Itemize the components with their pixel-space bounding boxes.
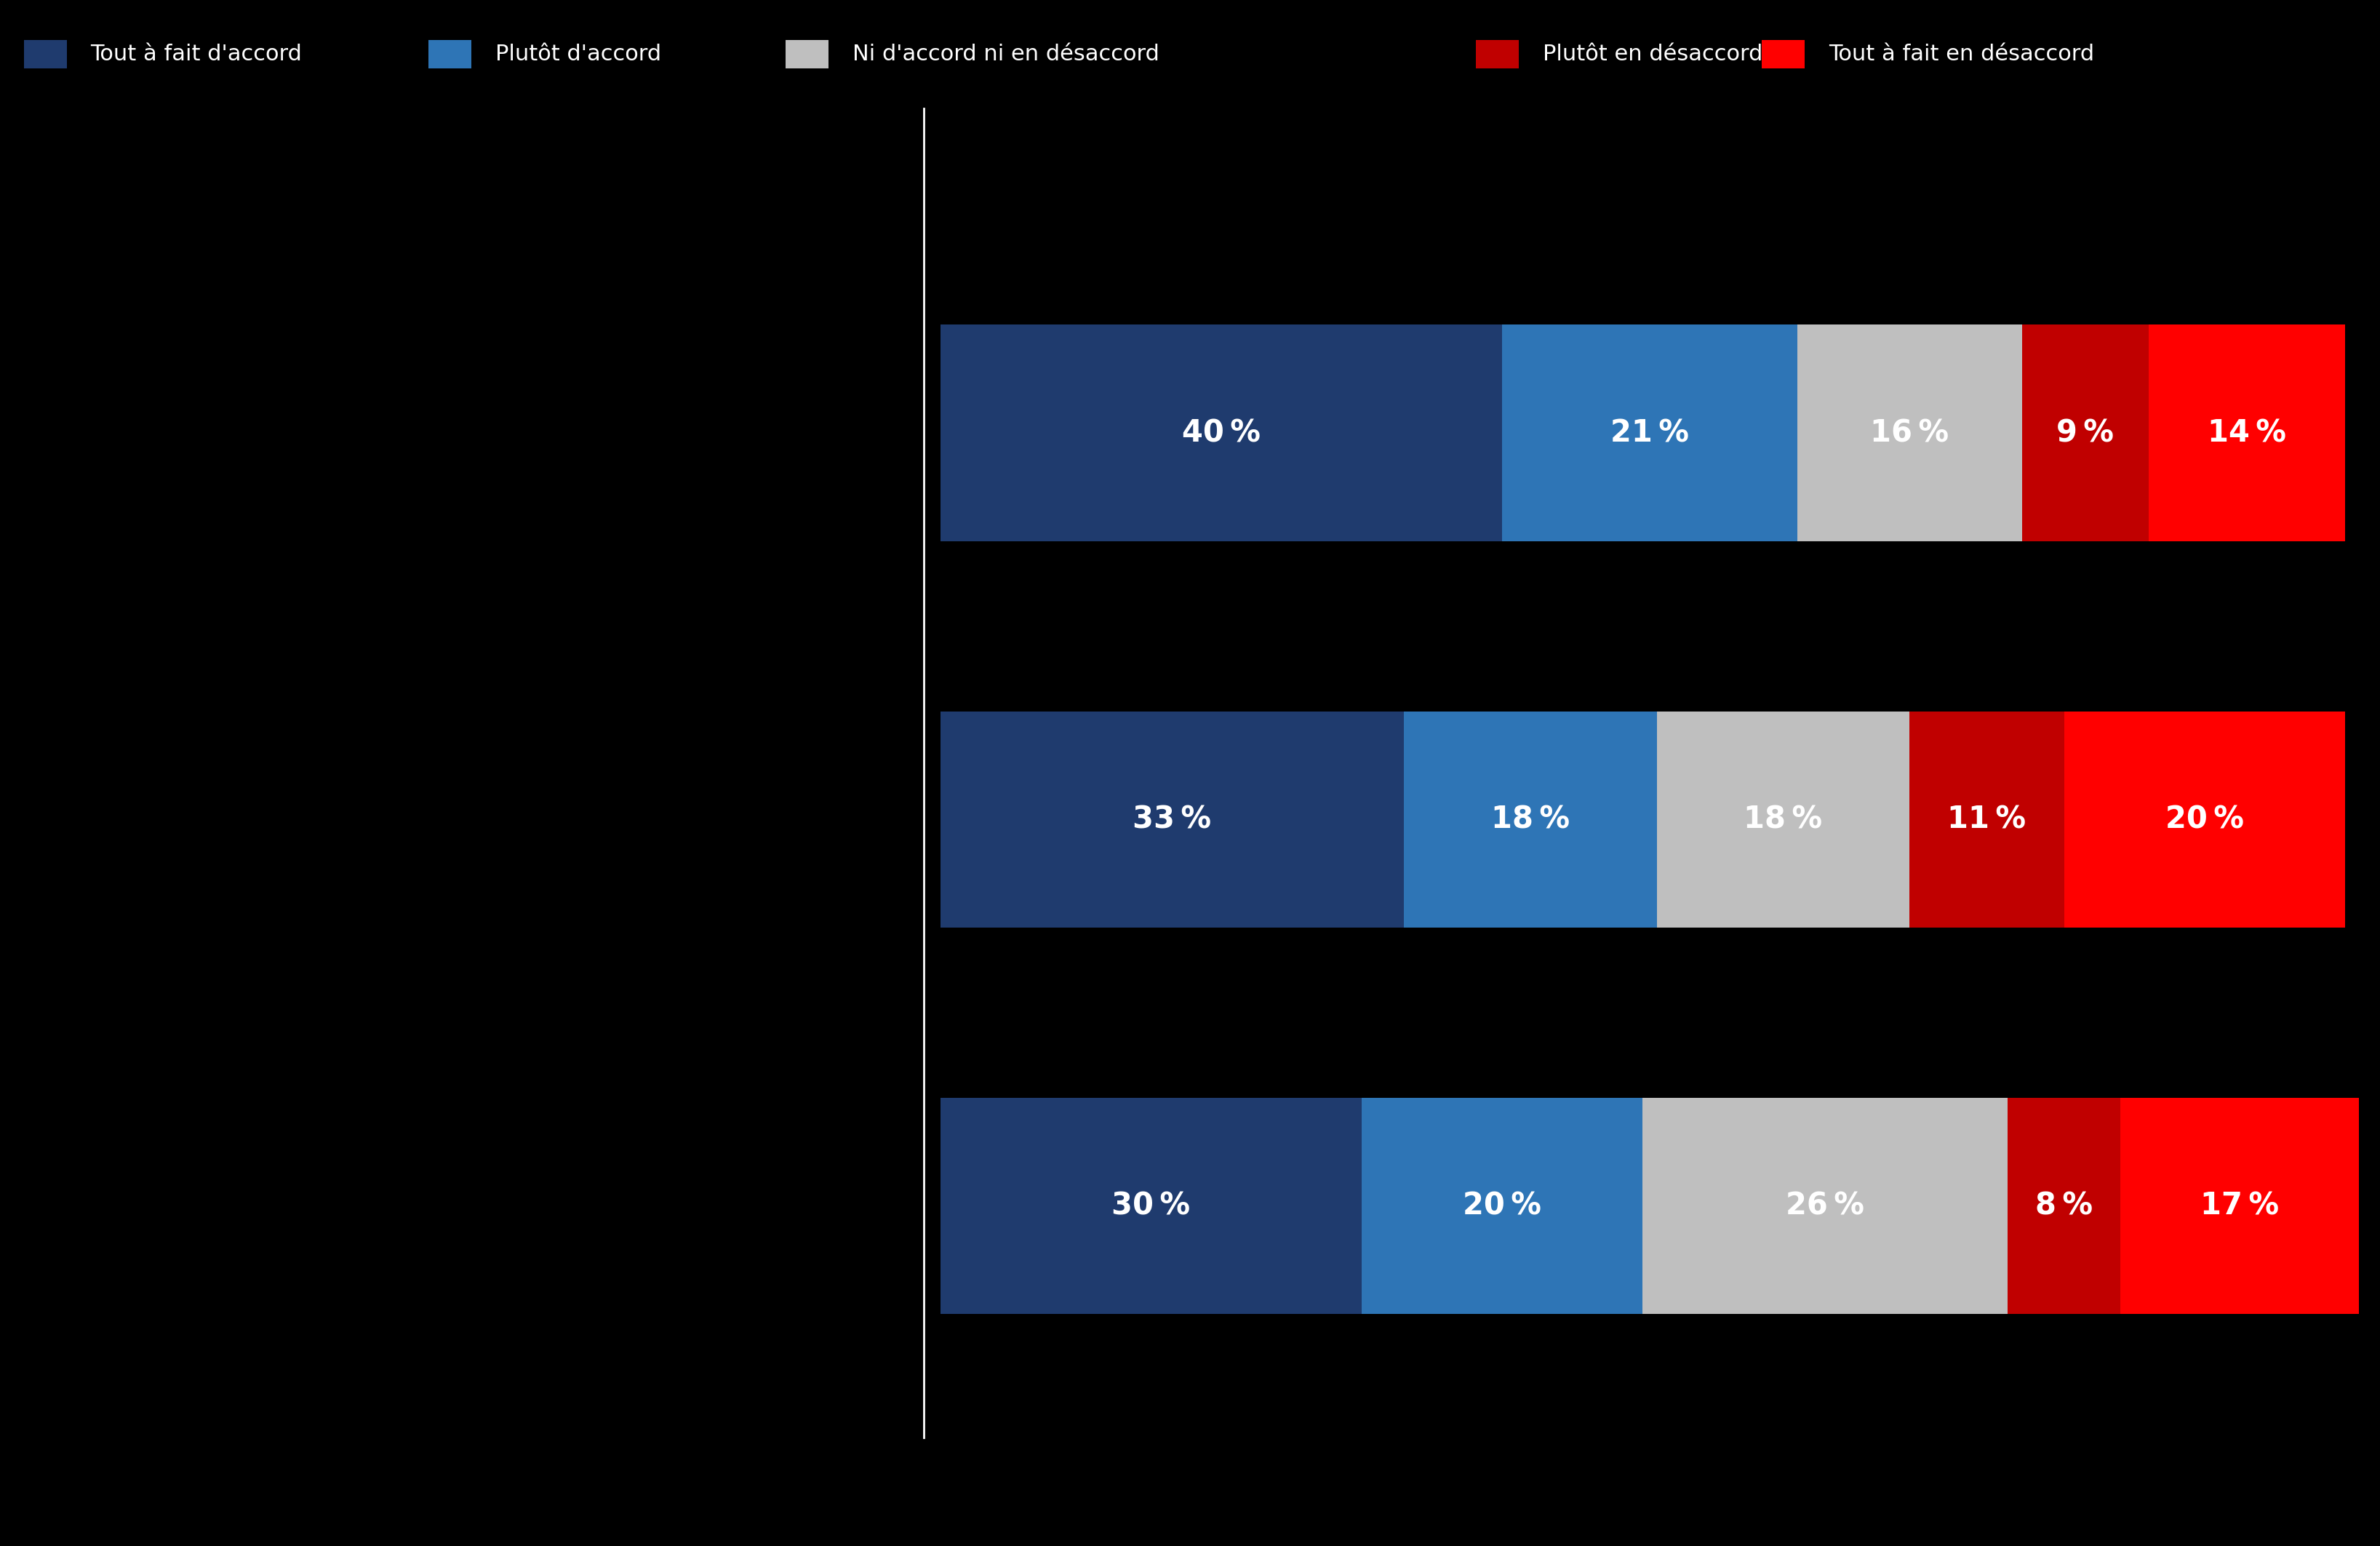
FancyBboxPatch shape [2021, 325, 2147, 541]
FancyBboxPatch shape [1361, 1098, 1642, 1314]
Text: 26 %: 26 % [1785, 1190, 1864, 1221]
FancyBboxPatch shape [940, 1098, 1361, 1314]
Text: Plutôt d'accord: Plutôt d'accord [495, 43, 662, 65]
Text: 21 %: 21 % [1609, 417, 1687, 448]
Text: 40 %: 40 % [1183, 417, 1259, 448]
FancyBboxPatch shape [428, 40, 471, 68]
Text: Plutôt en désaccord: Plutôt en désaccord [1542, 43, 1761, 65]
FancyBboxPatch shape [24, 40, 67, 68]
FancyBboxPatch shape [1909, 711, 2063, 928]
FancyBboxPatch shape [1502, 325, 1797, 541]
FancyBboxPatch shape [1642, 1098, 2006, 1314]
Text: Tout à fait d'accord: Tout à fait d'accord [90, 43, 302, 65]
Text: Tout à fait en désaccord: Tout à fait en désaccord [1828, 43, 2094, 65]
Text: 20 %: 20 % [1464, 1190, 1540, 1221]
FancyBboxPatch shape [1656, 711, 1909, 928]
Text: 20 %: 20 % [2166, 804, 2242, 835]
Text: 14 %: 14 % [2206, 417, 2285, 448]
FancyBboxPatch shape [2121, 1098, 2359, 1314]
Text: Ni d'accord ni en désaccord: Ni d'accord ni en désaccord [852, 43, 1159, 65]
FancyBboxPatch shape [1476, 40, 1518, 68]
FancyBboxPatch shape [1761, 40, 1804, 68]
FancyBboxPatch shape [2063, 711, 2344, 928]
Text: 17 %: 17 % [2199, 1190, 2278, 1221]
FancyBboxPatch shape [940, 711, 1404, 928]
Text: 8 %: 8 % [2035, 1190, 2092, 1221]
FancyBboxPatch shape [2147, 325, 2344, 541]
Text: 30 %: 30 % [1111, 1190, 1190, 1221]
Text: 9 %: 9 % [2056, 417, 2113, 448]
Text: 16 %: 16 % [1871, 417, 1949, 448]
Text: 18 %: 18 % [1742, 804, 1823, 835]
FancyBboxPatch shape [940, 325, 1502, 541]
Text: 11 %: 11 % [1947, 804, 2025, 835]
FancyBboxPatch shape [2006, 1098, 2121, 1314]
FancyBboxPatch shape [785, 40, 828, 68]
FancyBboxPatch shape [1404, 711, 1656, 928]
FancyBboxPatch shape [1797, 325, 2021, 541]
Text: 33 %: 33 % [1133, 804, 1211, 835]
Text: 18 %: 18 % [1490, 804, 1568, 835]
